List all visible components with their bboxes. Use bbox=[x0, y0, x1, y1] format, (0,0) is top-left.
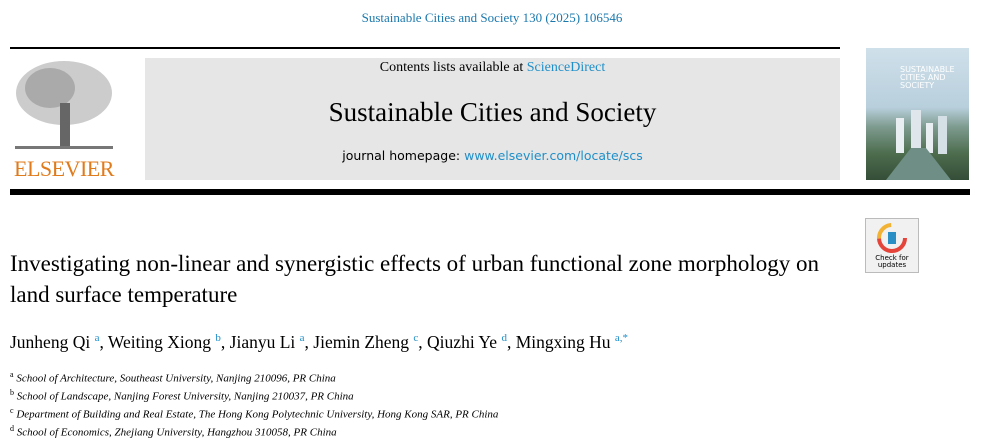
author[interactable]: Qiuzhi Ye bbox=[427, 332, 498, 352]
affiliation-key: d bbox=[10, 424, 14, 434]
affiliation-text: School of Economics, Zhejiang University… bbox=[16, 427, 337, 440]
affiliation-marker[interactable]: b bbox=[215, 332, 221, 345]
affiliation-marker[interactable]: a bbox=[299, 332, 305, 345]
affiliation: c Department of Building and Real Estate… bbox=[10, 404, 498, 422]
cover-image bbox=[886, 110, 951, 180]
author-list: Junheng Qi a, Weiting Xiong b, Jianyu Li… bbox=[10, 332, 629, 352]
contents-prefix: Contents lists available at bbox=[379, 60, 527, 75]
journal-title: Sustainable Cities and Society bbox=[328, 97, 657, 127]
author[interactable]: Jianyu Li bbox=[229, 332, 296, 352]
check-updates-icon bbox=[877, 223, 907, 253]
affiliation-text: School of Landscape, Nanjing Forest Univ… bbox=[16, 390, 354, 403]
affiliation-key: c bbox=[10, 406, 14, 416]
affiliation: a School of Architecture, Southeast Univ… bbox=[10, 368, 498, 386]
homepage-link[interactable]: www.elsevier.com/locate/scs bbox=[464, 148, 643, 163]
author[interactable]: Mingxing Hu bbox=[515, 332, 611, 352]
affiliation-text: School of Architecture, Southeast Univer… bbox=[16, 372, 336, 385]
affiliation-key: a bbox=[10, 370, 14, 379]
affiliation-marker[interactable]: a,* bbox=[614, 332, 629, 345]
affiliation-key: b bbox=[10, 388, 14, 398]
affiliations: a School of Architecture, Southeast Univ… bbox=[10, 368, 498, 441]
affiliation: d School of Economics, Zhejiang Universi… bbox=[10, 422, 498, 440]
tree-icon bbox=[15, 61, 113, 149]
sciencedirect-link[interactable]: ScienceDirect bbox=[526, 60, 606, 75]
contents-line: Contents lists available at ScienceDirec… bbox=[145, 60, 840, 76]
check-for-updates-button[interactable]: Check for updates bbox=[865, 218, 919, 273]
homepage-prefix: journal homepage: bbox=[342, 148, 465, 163]
cover-title: SUSTAINABLE CITIES AND SOCIETY bbox=[900, 65, 955, 90]
check-updates-label: Check for updates bbox=[875, 254, 909, 269]
affiliation-marker[interactable]: d bbox=[501, 332, 507, 345]
author[interactable]: Weiting Xiong bbox=[107, 332, 212, 352]
journal-cover[interactable]: SUSTAINABLE CITIES AND SOCIETY bbox=[866, 48, 969, 180]
affiliation: b School of Landscape, Nanjing Forest Un… bbox=[10, 386, 498, 404]
citation-link[interactable]: Sustainable Cities and Society 130 (2025… bbox=[361, 10, 623, 25]
affiliation-marker[interactable]: c bbox=[413, 332, 419, 345]
article-title: Investigating non-linear and synergistic… bbox=[10, 251, 820, 307]
author[interactable]: Junheng Qi bbox=[10, 332, 91, 352]
affiliation-marker[interactable]: a bbox=[94, 332, 100, 345]
journal-header: Contents lists available at ScienceDirec… bbox=[145, 58, 840, 180]
affiliation-text: Department of Building and Real Estate, … bbox=[16, 408, 499, 421]
elsevier-logo[interactable]: ELSEVIER bbox=[10, 58, 118, 182]
divider bbox=[10, 47, 840, 49]
homepage-line: journal homepage: www.elsevier.com/locat… bbox=[145, 148, 840, 163]
logo-text: ELSEVIER bbox=[14, 156, 114, 181]
divider-thick bbox=[10, 189, 970, 195]
author[interactable]: Jiemin Zheng bbox=[313, 332, 410, 352]
